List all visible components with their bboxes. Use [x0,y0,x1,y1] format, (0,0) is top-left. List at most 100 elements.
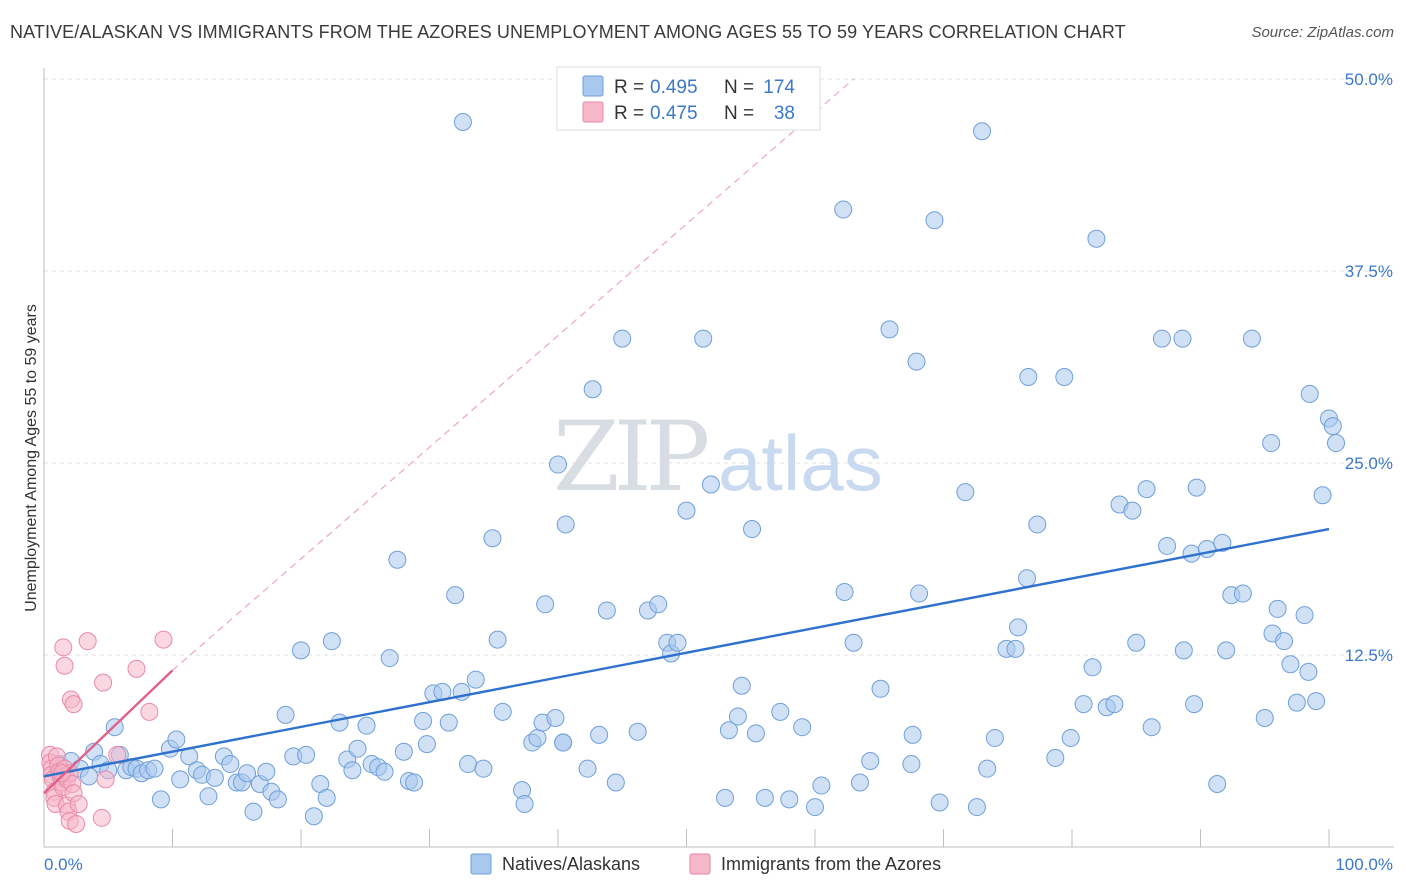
natives-point-144 [1173,329,1192,348]
natives-point-60 [446,586,465,605]
y-tick-label-3: 50.0% [1345,70,1393,89]
source-label: Source: ZipAtlas.com [1251,24,1394,41]
azores-trend-extension [172,78,854,671]
stats-r-value-2: 0.475 [650,103,698,124]
x-tick-label-max: 100.0% [1335,855,1393,874]
natives-point-92 [694,329,713,348]
legend: Natives/Alaskans Immigrants from the Azo… [470,853,941,875]
natives-point-28 [238,764,257,783]
natives-point-66 [483,529,502,548]
natives-point-130 [1055,367,1074,386]
natives-point-152 [1217,641,1236,660]
natives-point-155 [1242,329,1261,348]
watermark-atlas: atlas [718,419,883,507]
stats-swatch-natives [582,75,604,97]
natives-point-166 [1307,692,1326,711]
natives-point-164 [1299,662,1318,681]
natives-point-163 [1295,606,1314,625]
stats-n-label-1: N = [724,77,754,98]
natives-point-76 [549,455,567,474]
natives-point-106 [834,200,853,219]
natives-point-99 [746,724,765,743]
gridlines [44,78,1394,656]
natives-point-93 [701,475,720,494]
natives-point-126 [1009,618,1028,637]
legend-label-azores[interactable]: Immigrants from the Azores [721,854,941,874]
x-tick-labels: 0.0% 100.0% [44,855,1393,874]
natives-point-68 [493,702,512,721]
chart-title: NATIVE/ALASKAN VS IMMIGRANTS FROM THE AZ… [10,22,1126,42]
natives-point-45 [348,739,367,758]
natives-point-101 [771,702,790,721]
natives-point-100 [755,788,774,807]
natives-point-70 [515,794,534,813]
azores-point-19 [54,638,73,657]
natives-point-81 [590,725,609,744]
natives-point-40 [317,788,336,807]
natives-point-148 [1187,478,1206,497]
natives-point-18 [171,770,190,789]
natives-point-128 [1028,515,1047,534]
natives-point-54 [405,773,424,792]
natives-point-141 [1142,718,1161,737]
natives-point-14 [145,759,164,778]
azores-point-32 [96,770,115,789]
natives-point-49 [375,762,394,781]
natives-point-116 [910,584,929,603]
natives-point-63 [459,755,478,774]
natives-point-113 [902,755,921,774]
watermark: ZIP atlas [553,401,883,513]
x-tick-label-min: 0.0% [44,855,83,874]
natives-point-125 [1006,639,1025,658]
azores-point-26 [67,814,86,833]
natives-point-97 [732,676,751,695]
natives-point-118 [930,793,949,812]
stats-n-value-1: 174 [763,77,795,98]
natives-point-22 [199,787,218,806]
natives-point-84 [613,329,632,348]
stats-box: R = 0.495 N = 174 R = 0.475 N = 38 [556,66,821,131]
natives-point-129 [1046,748,1065,767]
stats-r-label-1: R = [614,77,644,98]
azores-point-36 [154,630,173,649]
natives-point-156 [1255,708,1274,727]
natives-point-72 [528,728,547,747]
natives-point-62 [453,113,472,132]
natives-point-122 [978,759,997,778]
natives-point-110 [861,751,880,770]
y-axis-title: Unemployment Among Ages 55 to 59 years [23,304,40,612]
y-tick-label-1: 25.0% [1345,454,1393,473]
natives-point-138 [1123,501,1142,520]
azores-point-28 [69,794,88,813]
natives-point-162 [1287,693,1306,712]
natives-point-149 [1197,540,1216,559]
trend-lines [172,78,854,671]
natives-point-85 [628,722,647,741]
natives-point-112 [880,320,899,339]
natives-point-79 [578,759,597,778]
azores-point-29 [78,632,97,651]
legend-swatch-natives[interactable] [470,853,492,875]
natives-point-114 [903,725,922,744]
natives-point-133 [1083,658,1102,677]
watermark-zip: ZIP [553,401,708,513]
natives-point-23 [205,768,224,787]
stats-r-label-2: R = [614,103,644,124]
natives-point-136 [1105,695,1124,714]
natives-point-74 [536,595,555,614]
azores-point-27 [64,695,83,714]
natives-point-140 [1137,480,1156,499]
natives-point-36 [292,641,310,660]
natives-point-160 [1275,632,1294,651]
legend-label-natives[interactable]: Natives/Alaskans [502,854,640,874]
natives-point-98 [743,520,762,539]
natives-point-78 [556,515,575,534]
natives-point-87 [649,595,668,614]
stats-n-value-2: 38 [774,103,795,124]
natives-point-83 [606,773,625,792]
trend-lines-solid [43,527,1330,795]
natives-point-173 [1019,367,1038,386]
natives-point-50 [380,649,399,668]
stats-swatch-azores [582,101,604,123]
legend-swatch-azores[interactable] [689,853,711,875]
